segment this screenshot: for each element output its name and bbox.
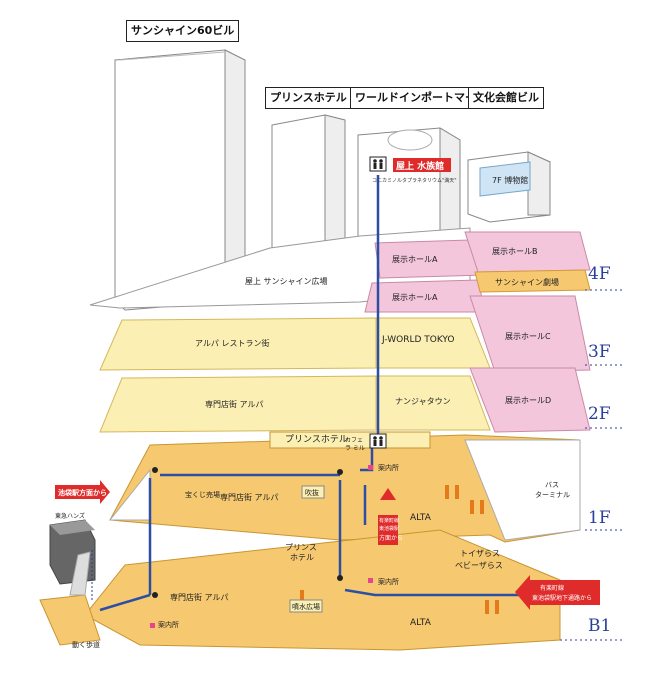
walkway-label: 動く歩道 (72, 640, 100, 649)
plaza-label: 屋上 サンシャイン広場 (245, 276, 328, 286)
f1-alta-label: ALTA (410, 513, 432, 523)
planetarium-label: コニカミノルタプラネタリウム"満天" (372, 177, 457, 184)
floor-label-2f: 2F (588, 404, 611, 424)
lottery-label: 宝くじ売場 (185, 490, 220, 499)
aquarium-label: 屋上 水族館 (396, 160, 444, 172)
floor-label-b1: B1 (588, 616, 612, 636)
escalator-orange-stripes (300, 485, 499, 614)
world-import-mart-building (357, 127, 461, 246)
f2-alpa-label: 専門店街 アルパ (205, 399, 263, 409)
sunshine60-title: サンシャイン60ビル (126, 20, 240, 42)
toys-label-2: ベビーザらス (455, 561, 503, 570)
floor-label-4f: 4F (588, 264, 611, 284)
from-station-label: 池袋駅方面から (58, 488, 107, 497)
hall-d-label: 展示ホールD (505, 396, 551, 405)
hall-b-label: 展示ホールB (492, 247, 538, 256)
fukibuki-label: 吹抜 (305, 488, 319, 497)
arrow-from-station (55, 480, 110, 504)
escalator-icons (152, 467, 343, 598)
floor-level-lines (560, 289, 625, 641)
bunka-kaikan-title: 文化会館ビル (468, 87, 544, 109)
underground-label-2: 東池袋駅地下通路から (532, 594, 592, 602)
info-markers (150, 465, 373, 628)
f1-info-label: 案内所 (378, 463, 399, 472)
aquarium-badge (393, 158, 451, 172)
b1-info-center-label: 案内所 (378, 577, 399, 586)
floor-1f (108, 431, 581, 543)
underground-label-1: 有楽町線 (540, 584, 564, 592)
hall-a-upper-label: 展示ホールA (392, 255, 438, 264)
cafe-label-1: カフェ (345, 437, 363, 444)
b1-prince-label-1: プリンス (285, 543, 317, 552)
museum-label: 7F 博物館 (492, 175, 528, 185)
b1-prince-label-2: ホテル (290, 553, 314, 562)
floor-b1 (39, 529, 561, 651)
cafe-label-2: ラ ミル (345, 445, 365, 452)
namja-label: ナンジャタウン (395, 397, 451, 406)
b1-alta-label: ALTA (410, 618, 432, 628)
fukibuki-box (301, 485, 325, 499)
hands-label: 東急ハンズ (55, 512, 85, 520)
higashi-label-2: 東池袋駅 (379, 525, 399, 532)
walkway-structure (69, 550, 93, 600)
floor-label-3f: 3F (588, 342, 611, 362)
arrow-from-higashi-ikebukuro (378, 488, 398, 545)
sunshine60-tower (114, 49, 246, 311)
toys-label-1: トイザらス (460, 549, 500, 558)
floor-2f (99, 367, 591, 433)
b1-info-left-label: 案内所 (158, 620, 179, 629)
b1-alpa-label: 専門店街 アルパ (170, 592, 228, 602)
jworld-label: J-WORLD TOKYO (381, 335, 455, 345)
floor-3f (99, 295, 591, 373)
hall-c-label: 展示ホールC (505, 332, 551, 341)
bus-label-1: バス (545, 481, 559, 489)
floor-4f (364, 231, 591, 313)
higashi-label-1: 有楽町線 (379, 517, 399, 524)
prince-hotel-title: プリンスホテル (265, 87, 352, 109)
bunka-kaikan-building (467, 151, 551, 223)
fountain-box (289, 599, 323, 613)
restaurants-label: アルパ レストラン街 (195, 338, 269, 348)
f1-prince-label: プリンスホテル (285, 434, 348, 445)
restroom-icon (369, 433, 387, 449)
f1-alpa-label: 専門店街 アルパ (220, 492, 278, 502)
bus-label-2: ターミナル (535, 490, 570, 499)
higashi-label-3: 方面から (379, 534, 403, 542)
arrow-from-underground (515, 575, 600, 610)
hall-a-lower-label: 展示ホールA (392, 293, 438, 302)
theater-label: サンシャイン劇場 (495, 277, 559, 287)
fountain-label: 噴水広場 (292, 602, 320, 611)
elevator-icon (369, 156, 387, 172)
floor-label-1f: 1F (588, 508, 611, 528)
